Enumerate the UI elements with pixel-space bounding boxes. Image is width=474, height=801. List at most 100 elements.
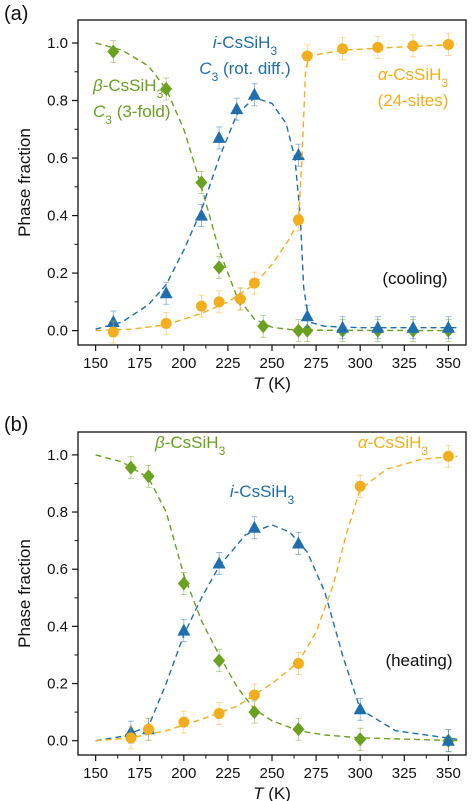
- label-part: i: [230, 482, 235, 501]
- series-triangle: [95, 516, 458, 753]
- y-tick-label: 1.0: [47, 35, 68, 52]
- data-point: [178, 716, 190, 728]
- fit-curve: [95, 43, 458, 332]
- x-tick-label: 250: [259, 355, 284, 372]
- data-point: [442, 450, 454, 462]
- y-tick-label: 0.2: [47, 676, 68, 693]
- fit-curve: [95, 455, 458, 742]
- x-tick-label: 300: [348, 355, 373, 372]
- data-point: [407, 40, 419, 52]
- data-point: [160, 82, 173, 97]
- label-part: 3: [441, 76, 448, 90]
- label-part: -CsSiH: [165, 433, 219, 452]
- data-point: [248, 705, 261, 720]
- series-label: α-CsSiH3: [358, 433, 429, 458]
- data-point: [354, 732, 367, 747]
- y-tick-label: 0.6: [47, 150, 68, 167]
- x-tick-label: 225: [215, 355, 240, 372]
- label-part: C: [93, 102, 106, 121]
- x-tick-label: 325: [392, 355, 417, 372]
- x-tick-label: 350: [436, 355, 461, 372]
- label-part: (24-sites): [378, 91, 449, 110]
- x-tick-label: 250: [259, 765, 284, 782]
- x-tick-label: 275: [304, 765, 329, 782]
- label-part: 3: [270, 44, 277, 58]
- label-part: β: [92, 76, 103, 95]
- data-point: [292, 658, 304, 670]
- data-point: [300, 309, 314, 322]
- x-axis-label-symbol: T: [253, 784, 265, 801]
- y-tick-label: 0.4: [47, 208, 68, 225]
- fit-curve: [95, 42, 458, 332]
- y-tick-label: 0.8: [47, 504, 68, 521]
- y-tick-label: 0.8: [47, 93, 68, 110]
- x-axis-label-unit: (K): [264, 784, 291, 801]
- data-point: [371, 320, 385, 333]
- data-point: [248, 689, 260, 701]
- label-part: 3: [219, 444, 226, 458]
- data-point: [124, 460, 137, 475]
- data-point: [337, 43, 349, 55]
- x-tick-label: 300: [348, 765, 373, 782]
- chart-panel-1: (a) 150 175 200 225 250 275 300 325 350 0.0 0.2 0.4 0…: [4, 3, 467, 393]
- data-point: [354, 480, 366, 492]
- series-label: C3 (rot. diff.): [199, 59, 290, 84]
- data-point: [292, 214, 304, 226]
- condition-note: (cooling): [382, 269, 447, 288]
- data-point: [442, 38, 454, 50]
- data-point: [159, 286, 173, 299]
- y-tick-label: 0.0: [47, 733, 68, 750]
- label-part: 3: [212, 70, 219, 84]
- data-point: [213, 653, 226, 668]
- data-point: [125, 732, 137, 744]
- data-point: [372, 41, 384, 53]
- condition-note: (heating): [385, 651, 452, 670]
- y-axis-label: Phase fraction: [15, 539, 34, 648]
- x-tick-label: 150: [83, 355, 108, 372]
- x-tick-label: 150: [83, 765, 108, 782]
- label-part: 3: [421, 444, 428, 458]
- x-tick-label: 175: [127, 765, 152, 782]
- series-circle: [95, 33, 458, 344]
- x-axis-label: T (K): [253, 784, 291, 801]
- data-point: [301, 50, 313, 62]
- x-tick-label: 200: [171, 765, 196, 782]
- label-part: 3: [287, 493, 294, 507]
- series-label: β-CsSiH3: [92, 76, 164, 101]
- y-tick-label: 0.0: [47, 323, 68, 340]
- label-part: α: [358, 433, 369, 452]
- data-point: [292, 323, 305, 338]
- data-point: [247, 520, 261, 533]
- y-tick-label: 0.6: [47, 561, 68, 578]
- x-tick-label: 175: [127, 355, 152, 372]
- data-point: [234, 293, 246, 305]
- data-point: [212, 130, 226, 143]
- data-point: [213, 708, 225, 720]
- fit-curve: [95, 96, 458, 330]
- data-point: [107, 326, 119, 338]
- data-point: [177, 576, 190, 591]
- x-tick-label: 275: [304, 355, 329, 372]
- x-tick-label: 225: [215, 765, 240, 782]
- data-point: [441, 733, 455, 746]
- series-label: β-CsSiH3: [154, 433, 226, 458]
- x-axis-label-symbol: T: [253, 374, 265, 393]
- label-part: -CsSiH: [368, 433, 422, 452]
- data-point: [291, 536, 305, 549]
- series-label: i-CsSiH3: [213, 33, 278, 58]
- series-label: i-CsSiH3: [230, 482, 295, 507]
- data-point: [177, 623, 191, 636]
- data-point: [257, 319, 270, 334]
- label-part: β: [154, 433, 165, 452]
- data-point: [248, 277, 260, 289]
- label-part: (3-fold): [112, 102, 171, 121]
- data-point: [195, 300, 207, 312]
- x-tick-label: 350: [436, 765, 461, 782]
- label-part: α: [378, 65, 389, 84]
- data-point: [213, 296, 225, 308]
- label-part: -CsSiH: [388, 65, 442, 84]
- data-point: [160, 317, 172, 329]
- data-point: [212, 556, 226, 569]
- panel-label: (b): [4, 414, 28, 436]
